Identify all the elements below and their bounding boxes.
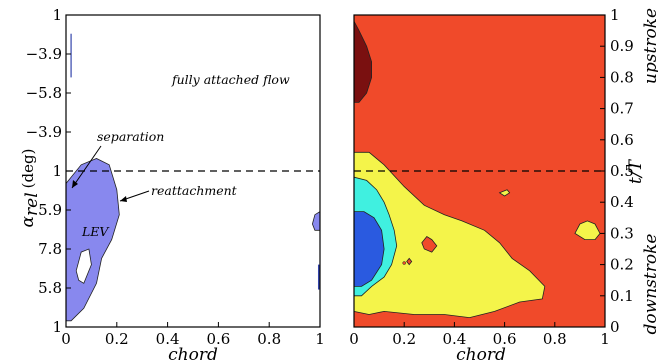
left-y-tick-label: 1 (52, 318, 62, 336)
right-contour-6 (353, 211, 385, 287)
left-y-tick-label: −5.8 (26, 84, 62, 102)
right-x-axis-label: chord (456, 345, 506, 363)
right-x-tick-label: 0.6 (493, 330, 517, 348)
annotation-lev: LEV (81, 224, 110, 239)
right-contour-4 (498, 189, 511, 197)
left-x-tick-label: 0.4 (156, 330, 180, 348)
right-x-tick-label: 0.4 (442, 330, 466, 348)
right-y-tick-label: 0.5 (610, 162, 634, 180)
left-panel: 0 0.2 0.4 0.6 0.8 1 1 −3.9 −5.8 −3.9 1 5.9 7.8 5.8 1 (26, 6, 325, 348)
left-y-tick-label: 7.8 (38, 240, 62, 258)
right-y-tick-label: 1 (610, 6, 620, 24)
left-region-LEV (65, 158, 120, 322)
left-y-tick-label: 5.9 (38, 201, 62, 219)
right-x-tick-label: 0 (349, 330, 359, 348)
right-small-dot (402, 261, 406, 265)
right-y-tick-label: 0.2 (610, 256, 634, 274)
left-x-tick-label: 0.8 (257, 330, 281, 348)
y-label-unit: (deg) (19, 149, 37, 189)
left-y-tick-label: −3.9 (26, 45, 62, 63)
right-contour-7 (421, 235, 438, 253)
y-label-subscript: rel (22, 192, 42, 216)
right-y-tick-label: 0.6 (610, 131, 634, 149)
right-y-tick-label: 0.7 (610, 100, 634, 118)
right-y-tick-label: 0.4 (610, 193, 634, 211)
left-y-tick-label: 1 (52, 6, 62, 24)
right-x-tick-label: 0.2 (392, 330, 416, 348)
right-contour-2 (353, 151, 546, 319)
left-y-axis-label: αrel (deg) (18, 149, 42, 228)
annotation-fully-attached: fully attached flow (171, 72, 290, 87)
left-y-tick-label: −3.9 (26, 123, 62, 141)
left-x-tick-label: 0.6 (206, 330, 230, 348)
y-label-symbol: α (18, 215, 38, 227)
left-x-tick-label: 0 (61, 330, 71, 348)
left-x-tick-label: 0.2 (105, 330, 129, 348)
downstroke-label: downstroke (641, 234, 658, 335)
left-y-tick-label: 1 (52, 162, 62, 180)
right-y-tick-label: 0.1 (610, 287, 634, 305)
annotation-separation: separation (97, 129, 164, 144)
left-x-tick-label: 1 (315, 330, 325, 348)
right-contour-3 (574, 220, 601, 240)
left-x-axis-label: chord (168, 345, 218, 363)
separation-arrow (71, 145, 102, 189)
right-contour-1 (353, 21, 372, 103)
right-y-tick-label: 0.9 (610, 37, 634, 55)
reattachment-arrowhead (120, 196, 127, 202)
right-panel: 0 0.2 0.4 0.6 0.8 100.10.20.30.40.50.60.70.80… (349, 6, 634, 348)
right-x-tick-label: 1 (600, 330, 610, 348)
right-y-tick-label: 0.3 (610, 224, 634, 242)
separation-arrowhead (72, 180, 78, 188)
right-contour-8 (406, 257, 413, 266)
right-y-tick-label: 0.8 (610, 68, 634, 86)
right-y-axis-label: t/T (626, 158, 646, 184)
right-x-tick-label: 0.8 (543, 330, 567, 348)
right-y-tick-label: 0 (610, 318, 620, 336)
left-y-tick-label: 5.8 (38, 279, 62, 297)
upstroke-label: upstroke (641, 8, 658, 84)
annotation-reattachment: reattachment (151, 183, 238, 198)
